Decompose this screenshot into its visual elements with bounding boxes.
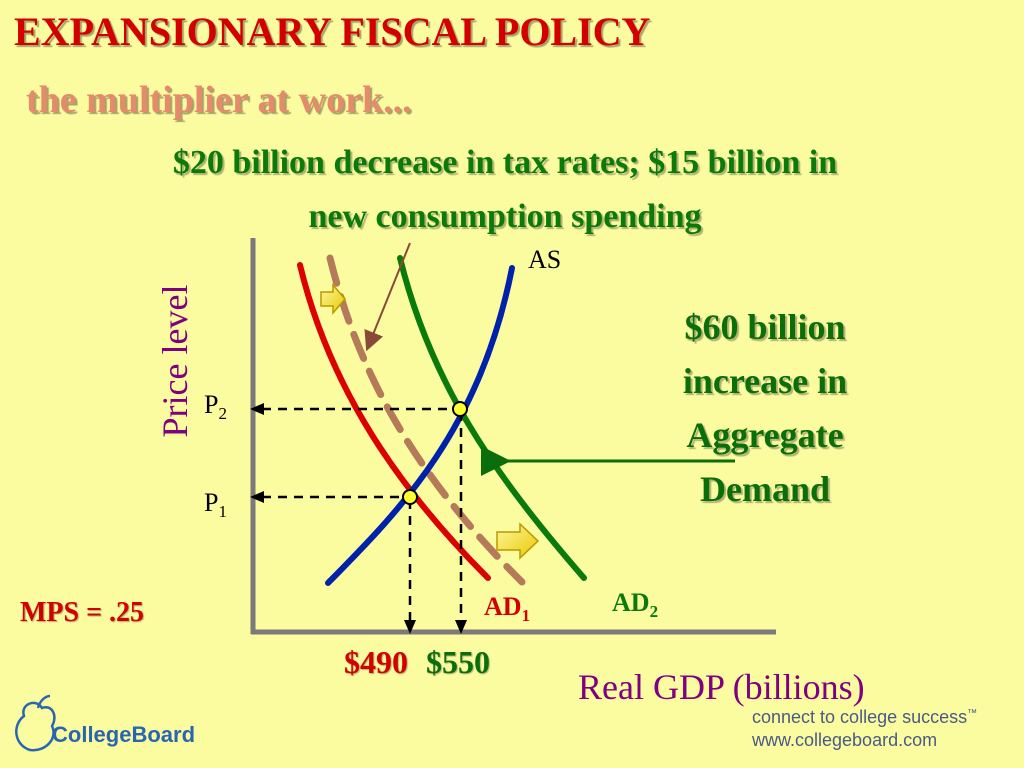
headline-line-2: new consumption spending xyxy=(308,198,702,235)
footer-tagline: connect to college success™ xyxy=(752,707,978,727)
p2-arrowhead xyxy=(250,403,264,415)
equilibrium-point-2 xyxy=(452,401,468,417)
gdp2-arrowhead xyxy=(455,620,467,634)
equilibrium-point-1 xyxy=(402,489,418,505)
p2-label: P2 xyxy=(204,390,227,424)
ad-increase-line-1: $60 billion xyxy=(684,307,846,347)
slide-subtitle: the multiplier at work... xyxy=(26,79,412,121)
mps-label: MPS = .25 xyxy=(20,597,145,628)
p1-label: P1 xyxy=(204,488,227,522)
as-curve-label: AS xyxy=(528,245,562,274)
footer-url[interactable]: www.collegeboard.com xyxy=(752,730,938,750)
gdp1-arrowhead xyxy=(404,620,416,634)
shift-arrow-icon-top xyxy=(320,282,346,316)
ad-increase-line-3: Aggregate xyxy=(686,415,844,455)
ad-increase-label: $60 billion increase in Aggregate Demand xyxy=(620,300,910,516)
ad1-curve-label: AD1 xyxy=(484,592,531,626)
y-axis-label: Price level xyxy=(155,284,195,438)
gdp2-value: $550 xyxy=(426,644,490,680)
shift-arrow-icon-bottom xyxy=(496,522,540,560)
headline-pointer-arrow xyxy=(364,242,411,352)
x-axis-label: Real GDP (billions) xyxy=(578,667,865,707)
intermediate-ad-curve xyxy=(326,254,526,586)
slide-title: EXPANSIONARY FISCAL POLICY xyxy=(14,9,651,54)
collegeboard-acorn-icon xyxy=(15,694,56,752)
collegeboard-logo[interactable]: CollegeBoard xyxy=(52,722,196,747)
ad2-curve-label: AD2 xyxy=(612,588,659,622)
ad-increase-line-2: increase in xyxy=(682,361,848,401)
gdp1-value: $490 xyxy=(344,644,408,680)
ad-increase-line-4: Demand xyxy=(699,469,830,509)
as-curve xyxy=(325,265,515,586)
ad1-curve xyxy=(297,262,491,581)
trademark-mark: ™ xyxy=(967,708,978,719)
ad2-curve xyxy=(397,255,587,581)
p1-arrowhead xyxy=(250,491,264,503)
headline-line-1: $20 billion decrease in tax rates; $15 b… xyxy=(172,144,838,181)
